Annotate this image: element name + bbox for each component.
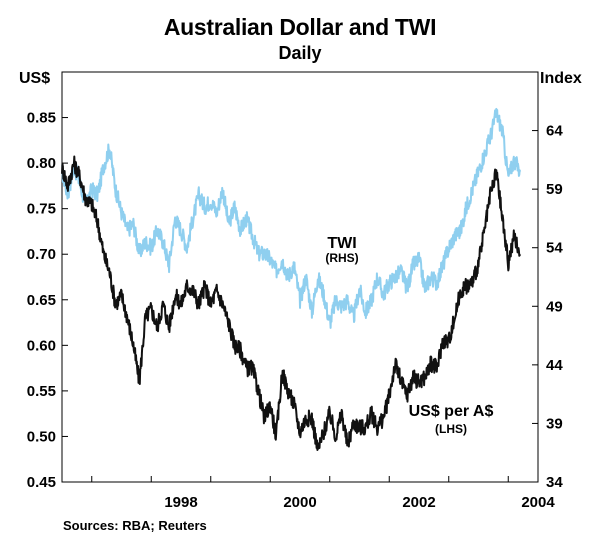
x-tick-label: 2004 bbox=[521, 494, 555, 511]
left-tick-label: 0.50 bbox=[27, 428, 56, 445]
plot-frame bbox=[61, 71, 539, 483]
right-tick-label: 64 bbox=[546, 123, 563, 140]
right-tick-label: 54 bbox=[546, 240, 563, 257]
left-tick-label: 0.80 bbox=[27, 155, 56, 172]
left-tick-label: 0.45 bbox=[27, 474, 56, 491]
x-tick-label: 2002 bbox=[402, 494, 435, 511]
left-tick-label: 0.65 bbox=[27, 292, 56, 309]
right-axis-unit: Index bbox=[540, 70, 582, 87]
chart-subtitle: Daily bbox=[278, 43, 322, 63]
series-line-usd-per-aud bbox=[61, 155, 522, 451]
left-tick-label: 0.55 bbox=[27, 383, 56, 400]
right-tick-label: 39 bbox=[546, 415, 563, 432]
right-tick-label: 49 bbox=[546, 298, 563, 315]
usd-axis-note: (LHS) bbox=[435, 422, 467, 436]
right-tick-label: 34 bbox=[546, 474, 563, 491]
left-tick-label: 0.60 bbox=[27, 337, 56, 354]
left-tick-label: 0.70 bbox=[27, 246, 56, 263]
source-note: Sources: RBA; Reuters bbox=[63, 518, 207, 533]
right-tick-label: 44 bbox=[546, 357, 563, 374]
twi-axis-note: (RHS) bbox=[325, 251, 358, 265]
left-tick-label: 0.85 bbox=[27, 110, 56, 127]
usd-series-label: US$ per A$ bbox=[409, 403, 494, 420]
chart-title: Australian Dollar and TWI bbox=[163, 14, 437, 40]
left-tick-label: 0.75 bbox=[27, 201, 56, 218]
series-line-twi bbox=[61, 107, 522, 329]
x-tick-label: 1998 bbox=[164, 494, 197, 511]
left-axis-unit: US$ bbox=[19, 70, 51, 87]
twi-series-label: TWI bbox=[327, 235, 356, 252]
right-tick-label: 59 bbox=[546, 181, 563, 198]
x-tick-label: 2000 bbox=[283, 494, 316, 511]
